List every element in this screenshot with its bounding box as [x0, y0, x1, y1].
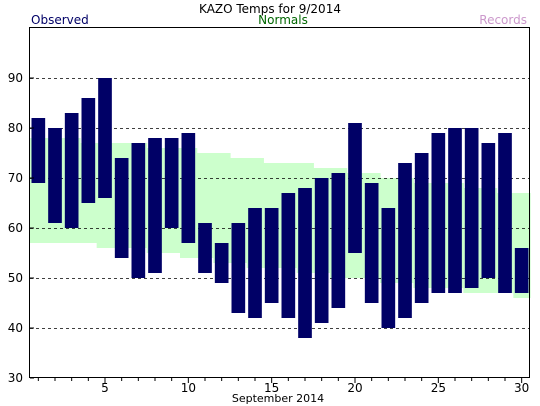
observed-bar-day-30 — [514, 248, 529, 293]
observed-bar-day-27 — [464, 128, 479, 288]
legend-normals: Normals — [258, 13, 308, 27]
observed-bar-day-29 — [498, 133, 512, 293]
observed-bar-day-19 — [331, 173, 346, 308]
observed-bar-day-28 — [481, 143, 496, 278]
observed-bar-day-8 — [148, 138, 162, 273]
observed-bar-day-11 — [198, 223, 212, 273]
normals-day-12 — [213, 153, 231, 263]
y-tick-label-80: 80 — [8, 121, 23, 135]
y-tick-label-70: 70 — [8, 171, 23, 185]
observed-bar-day-5 — [98, 78, 112, 198]
observed-bar-day-18 — [314, 178, 329, 323]
observed-bar-day-15 — [264, 208, 279, 303]
observed-bar-day-6 — [114, 158, 129, 258]
observed-bar-day-25 — [431, 133, 446, 293]
observed-bars — [31, 78, 529, 338]
y-tick-label-60: 60 — [8, 221, 23, 235]
legend-records: Records — [479, 13, 527, 27]
observed-bar-day-3 — [64, 113, 79, 228]
observed-bar-day-10 — [181, 133, 196, 243]
y-tick-label-50: 50 — [8, 271, 23, 285]
y-tick-label-40: 40 — [8, 321, 23, 335]
x-tick-label-5: 5 — [101, 381, 109, 395]
observed-bar-day-4 — [81, 98, 96, 203]
observed-bar-day-12 — [214, 243, 229, 283]
y-tick-label-90: 90 — [8, 71, 23, 85]
observed-bar-day-7 — [131, 143, 146, 278]
plot-border — [29, 27, 530, 378]
observed-bar-day-20 — [348, 123, 362, 253]
y-tick-label-30: 30 — [8, 371, 23, 385]
grid-lines — [30, 78, 530, 329]
x-tick-label-25: 25 — [431, 381, 446, 395]
chart-title: KAZO Temps for 9/2014 — [199, 2, 341, 16]
y-axis: 30 40 50 60 70 80 90 — [8, 71, 34, 385]
x-tick-label-20: 20 — [347, 381, 362, 395]
observed-bar-day-26 — [448, 128, 462, 293]
observed-bar-day-16 — [281, 193, 296, 318]
x-axis: 5 10 15 20 25 30 — [37, 378, 529, 395]
legend-observed: Observed — [31, 13, 89, 27]
x-tick-label-15: 15 — [264, 381, 279, 395]
x-axis-label: September 2014 — [232, 392, 324, 405]
observed-bar-day-9 — [164, 138, 179, 228]
observed-bar-day-24 — [414, 153, 429, 303]
observed-bar-day-21 — [364, 183, 379, 303]
observed-bar-day-17 — [298, 188, 312, 338]
observed-bar-day-14 — [248, 208, 262, 318]
x-tick-label-10: 10 — [181, 381, 196, 395]
observed-bar-day-2 — [48, 128, 62, 223]
observed-bar-day-22 — [381, 208, 396, 328]
observed-bar-day-23 — [398, 163, 412, 318]
x-tick-label-30: 30 — [514, 381, 529, 395]
observed-bar-day-13 — [231, 223, 246, 313]
observed-bar-day-1 — [31, 118, 46, 183]
